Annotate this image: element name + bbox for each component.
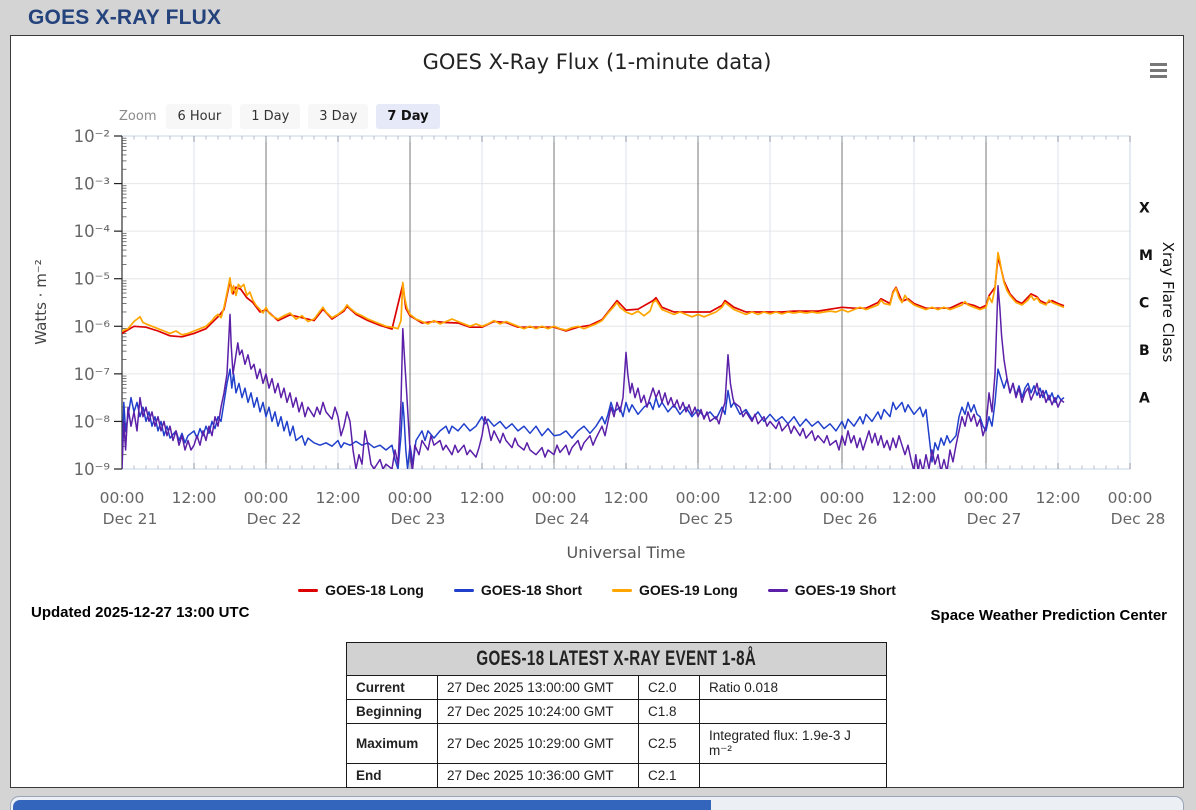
x-axis-date-label: Dec 27	[967, 510, 1022, 528]
x-axis-time-label: 00:00	[820, 489, 865, 507]
chart-title: GOES X-Ray Flux (1-minute data)	[422, 50, 772, 74]
y-axis-label: 10⁻⁴	[74, 222, 111, 241]
zoom-button-1day[interactable]: 1 Day	[240, 104, 301, 129]
y-axis-label: 10⁻⁶	[74, 317, 111, 336]
x-axis-date-label: Dec 26	[823, 510, 878, 528]
zoom-button-6hour[interactable]: 6 Hour	[166, 104, 233, 129]
credit-text: Space Weather Prediction Center	[930, 607, 1167, 624]
table-row: Beginning 27 Dec 2025 10:24:00 GMT C1.8	[346, 699, 887, 724]
legend-item-goes19-short[interactable]: GOES-19 Short	[767, 582, 896, 598]
x-axis-time-label: 12:00	[892, 489, 937, 507]
flare-class-label: A	[1139, 391, 1150, 407]
x-axis-date-label: Dec 22	[247, 510, 302, 528]
chart-legend: GOES-18 Long GOES-18 Short GOES-19 Long …	[11, 582, 1183, 598]
table-row: End 27 Dec 2025 10:36:00 GMT C2.1	[346, 763, 887, 788]
legend-swatch-purple	[767, 588, 788, 592]
flare-class-label: X	[1139, 200, 1150, 216]
series-goes-19-long-line	[122, 251, 1065, 336]
legend-swatch-orange	[612, 588, 632, 592]
x-axis-time-label: 12:00	[316, 489, 361, 507]
x-axis-time-label: 12:00	[748, 489, 793, 507]
x-axis-time-label: 00:00	[964, 489, 1009, 507]
y-axis-label: 10⁻²	[74, 127, 110, 146]
right-axis-title: Xray Flare Class	[1159, 242, 1177, 363]
flare-class-label: C	[1139, 296, 1149, 312]
series-goes-18-short-line	[122, 368, 1065, 469]
y-axis-title: Watts · m⁻²	[32, 259, 50, 345]
xray-event-table: GOES-18 LATEST X-RAY EVENT 1-8Å Current …	[346, 642, 887, 788]
legend-swatch-red	[298, 588, 319, 592]
plot-border	[121, 135, 1131, 470]
y-axis-label: 10⁻⁷	[74, 365, 110, 384]
zoom-button-3day[interactable]: 3 Day	[308, 104, 369, 129]
zoom-label: Zoom	[119, 109, 157, 124]
legend-item-goes18-long[interactable]: GOES-18 Long	[298, 582, 424, 598]
x-axis-time-label: 00:00	[532, 489, 577, 507]
y-axis-label: 10⁻³	[74, 175, 110, 194]
x-axis-date-label: Dec 28	[1111, 510, 1166, 528]
zoom-button-7day[interactable]: 7 Day	[376, 104, 440, 129]
table-row: Current 27 Dec 2025 13:00:00 GMT C2.0 Ra…	[346, 675, 887, 700]
x-axis-time-label: 00:00	[388, 489, 433, 507]
event-table-title: GOES-18 LATEST X-RAY EVENT 1-8Å	[346, 642, 887, 676]
y-axis-label: 10⁻⁵	[74, 270, 110, 289]
x-axis-time-label: 00:00	[100, 489, 145, 507]
page-title: GOES X-RAY FLUX	[28, 6, 222, 29]
flare-class-label: B	[1139, 343, 1150, 359]
x-axis-date-label: Dec 23	[391, 510, 446, 528]
x-axis-time-label: 12:00	[604, 489, 649, 507]
x-axis-time-label: 12:00	[172, 489, 217, 507]
legend-item-goes19-long[interactable]: GOES-19 Long	[612, 582, 738, 598]
x-axis-time-label: 00:00	[1108, 489, 1153, 507]
next-panel-header-bar	[13, 800, 711, 810]
table-row: Maximum 27 Dec 2025 10:29:00 GMT C2.5 In…	[346, 723, 887, 764]
x-axis-time-label: 00:00	[244, 489, 289, 507]
x-axis-date-label: Dec 24	[535, 510, 590, 528]
legend-swatch-blue	[453, 588, 474, 592]
flare-class-label: M	[1139, 248, 1153, 264]
chart-panel: GOES X-Ray Flux (1-minute data) Zoom 6 H…	[10, 35, 1184, 788]
y-axis-label: 10⁻⁸	[74, 412, 111, 431]
series-goes-18-long-line	[122, 256, 1065, 338]
x-axis-time-label: 00:00	[676, 489, 721, 507]
x-axis-title: Universal Time	[566, 543, 685, 562]
x-axis-date-label: Dec 25	[679, 510, 734, 528]
updated-timestamp: Updated 2025-12-27 13:00 UTC	[31, 604, 250, 621]
x-axis-time-label: 12:00	[460, 489, 505, 507]
series-goes-19-short-line	[122, 285, 1065, 469]
x-axis-time-label: 12:00	[1036, 489, 1081, 507]
hamburger-icon[interactable]	[1144, 58, 1172, 82]
legend-item-goes18-short[interactable]: GOES-18 Short	[453, 582, 582, 598]
x-axis-date-label: Dec 21	[103, 510, 158, 528]
y-axis-label: 10⁻⁹	[74, 460, 110, 479]
next-panel-top	[10, 796, 1184, 810]
zoom-controls: Zoom 6 Hour 1 Day 3 Day 7 Day	[119, 104, 440, 129]
